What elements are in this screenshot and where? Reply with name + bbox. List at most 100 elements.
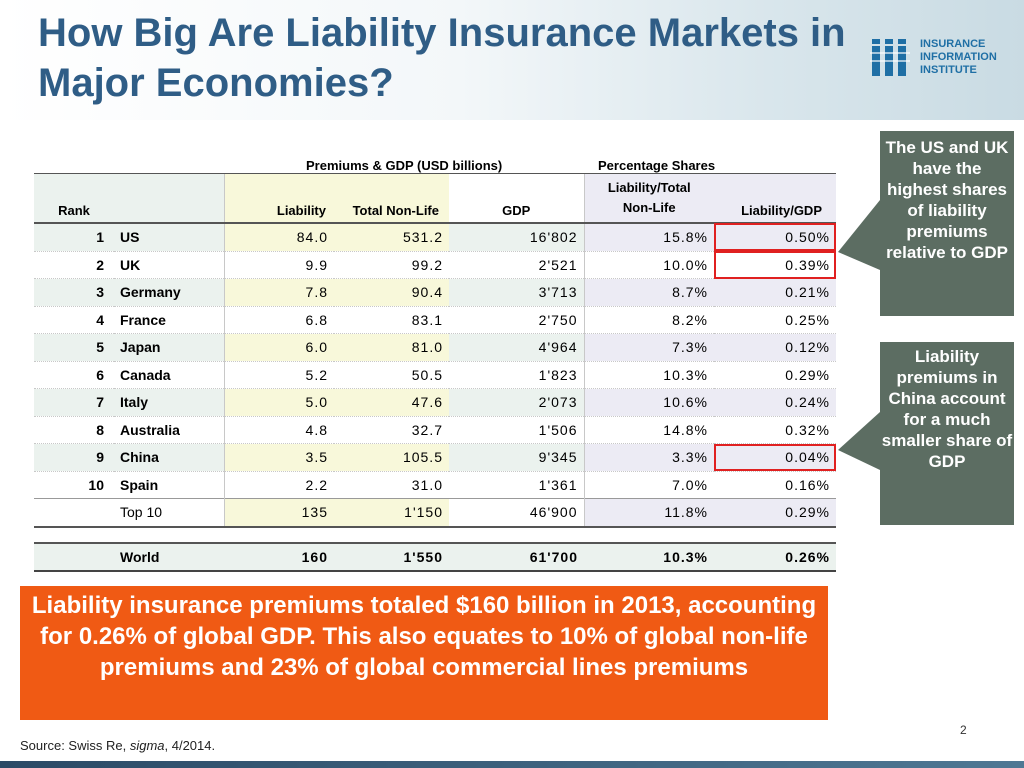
logo-line-3: INSTITUTE <box>920 64 977 76</box>
table-row: 5 Japan 6.0 81.0 4'964 7.3% 0.12% <box>34 333 836 362</box>
col-liab-nonlife: Liability/Total Non-Life <box>583 173 714 224</box>
page-title: How Big Are Liability Insurance Markets … <box>38 11 846 105</box>
col-liab-nonlife-line1: Liability/Total <box>607 180 691 195</box>
gdp-cell: 9'345 <box>449 443 584 472</box>
logo-line-1: INSURANCE <box>920 38 986 50</box>
table-row: 7 Italy 5.0 47.6 2'073 10.6% 0.24% <box>34 388 836 417</box>
col-liability: Liability <box>223 173 334 224</box>
liab-nonlife-cell: 10.6% <box>583 388 714 417</box>
callout-china: Liability premiums in China account for … <box>880 342 1014 525</box>
top10-gdp: 46'900 <box>449 498 584 528</box>
nonlife-cell: 531.2 <box>334 223 449 252</box>
table-row: 6 Canada 5.2 50.5 1'823 10.3% 0.29% <box>34 361 836 389</box>
liab-nonlife-cell: 10.3% <box>583 361 714 389</box>
top10-row: Top 10 135 1'150 46'900 11.8% 0.29% <box>34 498 836 528</box>
col-liab-gdp: Liability/GDP <box>714 173 836 224</box>
liab-gdp-cell: 0.25% <box>714 306 836 334</box>
column-header-row: Rank Liability Total Non-Life GDP Liabil… <box>34 173 836 224</box>
country-cell: Germany <box>114 278 224 307</box>
world-row: World 160 1'550 61'700 10.3% 0.26% <box>34 541 836 572</box>
gdp-cell: 16'802 <box>449 223 584 252</box>
summary-banner: Liability insurance premiums totaled $16… <box>20 586 828 720</box>
col-gdp: GDP <box>449 173 584 224</box>
liab-nonlife-cell: 7.3% <box>583 333 714 362</box>
liab-nonlife-cell: 3.3% <box>583 443 714 472</box>
rank-cell: 9 <box>34 443 114 472</box>
table-row: 1 US 84.0 531.2 16'802 15.8% 0.50% <box>34 223 836 252</box>
world-liability: 160 <box>224 541 334 572</box>
liability-cell: 3.5 <box>223 443 334 472</box>
page-number: 2 <box>960 723 967 737</box>
rank-cell: 8 <box>34 416 114 444</box>
col-liab-nonlife-line2: Non-Life <box>622 200 676 215</box>
callout-pointer-1 <box>838 200 880 270</box>
table-row: 9 China 3.5 105.5 9'345 3.3% 0.04% <box>34 443 836 472</box>
col-total-nonlife: Total Non-Life <box>334 173 449 224</box>
country-cell: UK <box>114 251 224 279</box>
liability-cell: 5.2 <box>223 361 334 389</box>
table-row: 8 Australia 4.8 32.7 1'506 14.8% 0.32% <box>34 416 836 444</box>
source-suffix: , 4/2014. <box>164 738 216 753</box>
rank-cell: 6 <box>34 361 114 389</box>
group-header-shares: Percentage Shares <box>584 155 836 174</box>
liab-gdp-cell: 0.04% <box>714 443 836 472</box>
liability-market-table: Premiums & GDP (USD billions) Percentage… <box>34 155 836 572</box>
country-cell: Australia <box>114 416 224 444</box>
table-row: 4 France 6.8 83.1 2'750 8.2% 0.25% <box>34 306 836 334</box>
table-row: 3 Germany 7.8 90.4 3'713 8.7% 0.21% <box>34 278 836 307</box>
country-cell: Canada <box>114 361 224 389</box>
gdp-cell: 1'823 <box>449 361 584 389</box>
top10-label: Top 10 <box>114 498 224 528</box>
world-liab-nonlife: 10.3% <box>584 541 714 572</box>
header-band <box>0 0 1024 120</box>
nonlife-cell: 32.7 <box>334 416 449 444</box>
source-note: Source: Swiss Re, sigma, 4/2014. <box>20 738 215 753</box>
liab-gdp-cell: 0.24% <box>714 388 836 417</box>
liab-gdp-cell: 0.21% <box>714 278 836 307</box>
country-cell: Spain <box>114 471 224 499</box>
liab-gdp-cell: 0.32% <box>714 416 836 444</box>
nonlife-cell: 50.5 <box>334 361 449 389</box>
callout-us-uk: The US and UK have the highest shares of… <box>880 131 1014 316</box>
top10-liab-gdp: 0.29% <box>714 498 836 528</box>
liab-nonlife-cell: 14.8% <box>583 416 714 444</box>
country-cell: China <box>114 443 224 472</box>
liability-cell: 7.8 <box>223 278 334 307</box>
gdp-cell: 4'964 <box>449 333 584 362</box>
gdp-cell: 2'750 <box>449 306 584 334</box>
liability-cell: 5.0 <box>223 388 334 417</box>
rank-cell: 2 <box>34 251 114 279</box>
callout-pointer-2 <box>838 412 880 470</box>
world-label: World <box>114 541 224 572</box>
world-liab-gdp: 0.26% <box>714 541 836 572</box>
nonlife-cell: 81.0 <box>334 333 449 362</box>
liability-cell: 84.0 <box>223 223 334 252</box>
liability-cell: 2.2 <box>223 471 334 499</box>
iii-logo-icon <box>870 39 910 76</box>
footer-bar <box>0 761 1024 768</box>
country-cell: Italy <box>114 388 224 417</box>
rank-cell: 7 <box>34 388 114 417</box>
rank-cell: 5 <box>34 333 114 362</box>
nonlife-cell: 47.6 <box>334 388 449 417</box>
liability-cell: 9.9 <box>223 251 334 279</box>
world-gdp: 61'700 <box>449 541 584 572</box>
top10-liab-nonlife: 11.8% <box>583 498 714 528</box>
liab-gdp-cell: 0.29% <box>714 361 836 389</box>
liab-nonlife-cell: 15.8% <box>583 223 714 252</box>
liability-cell: 6.8 <box>223 306 334 334</box>
nonlife-cell: 90.4 <box>334 278 449 307</box>
liability-cell: 6.0 <box>223 333 334 362</box>
world-nonlife: 1'550 <box>334 541 449 572</box>
country-cell: Japan <box>114 333 224 362</box>
top10-nonlife: 1'150 <box>334 498 449 528</box>
gdp-cell: 1'361 <box>449 471 584 499</box>
source-italic: sigma <box>129 738 165 753</box>
nonlife-cell: 105.5 <box>334 443 449 472</box>
liab-gdp-cell: 0.50% <box>714 223 836 252</box>
iii-logo: INSURANCE INFORMATION INSTITUTE <box>870 36 1020 82</box>
nonlife-cell: 83.1 <box>334 306 449 334</box>
nonlife-cell: 31.0 <box>334 471 449 499</box>
country-cell: US <box>114 223 224 252</box>
